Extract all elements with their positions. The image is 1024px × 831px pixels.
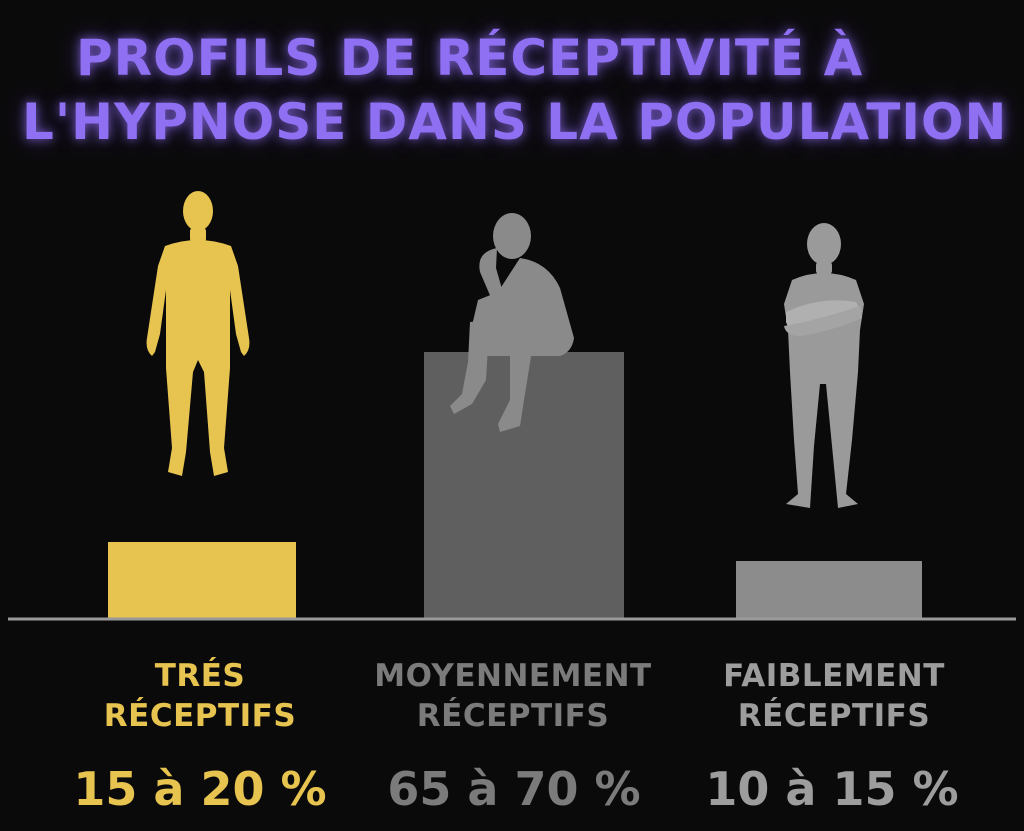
category-label-line-1: FAIBLEMENT xyxy=(723,658,945,694)
value-label-tres-receptifs: 15 à 20 % xyxy=(64,764,336,814)
bar-faiblement-receptifs xyxy=(736,561,922,618)
chart-title-line-1: PROFILS DE RÉCEPTIVITÉ À xyxy=(76,29,864,87)
chart-title: PROFILS DE RÉCEPTIVITÉ À L'HYPNOSE DANS … xyxy=(0,26,1024,154)
standing-person-icon xyxy=(146,191,250,476)
category-label-faiblement-receptifs: FAIBLEMENT RÉCEPTIFS xyxy=(700,656,968,736)
value-text: 15 à 20 % xyxy=(73,762,327,816)
value-text: 65 à 70 % xyxy=(387,762,641,816)
category-label-tres-receptifs: TRÉS RÉCEPTIFS xyxy=(84,656,316,736)
category-label-line-1: MOYENNEMENT xyxy=(374,658,652,694)
category-label-line-2: RÉCEPTIFS xyxy=(103,698,297,734)
thinking-seated-person-icon xyxy=(450,213,574,432)
crossed-arms-person-icon xyxy=(784,223,864,508)
chart-title-line-2: L'HYPNOSE DANS LA POPULATION xyxy=(22,93,1008,151)
category-label-line-2: RÉCEPTIFS xyxy=(737,698,931,734)
category-label-line-2: RÉCEPTIFS xyxy=(416,698,610,734)
value-label-faiblement-receptifs: 10 à 15 % xyxy=(696,764,968,814)
value-text: 10 à 15 % xyxy=(705,762,959,816)
value-label-moyennement-receptifs: 65 à 70 % xyxy=(378,764,650,814)
bar-tres-receptifs xyxy=(108,542,296,618)
category-label-moyennement-receptifs: MOYENNEMENT RÉCEPTIFS xyxy=(350,656,676,736)
category-label-line-1: TRÉS xyxy=(154,658,246,694)
